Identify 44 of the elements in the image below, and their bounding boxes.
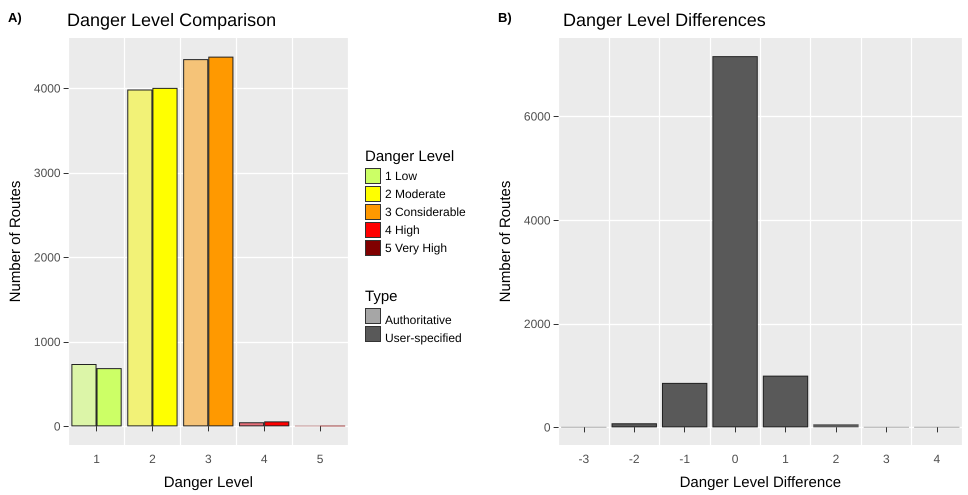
x-tick-label: 3 [883, 452, 890, 466]
x-tick-label: 0 [732, 452, 739, 466]
text: 3 Considerable [385, 205, 466, 219]
bar [662, 382, 708, 428]
x-tick-label: 2 [832, 452, 840, 466]
bar [762, 376, 808, 428]
bar [712, 56, 758, 428]
x-axis-title: Danger Level [164, 474, 253, 491]
x-tick-label: 5 [316, 452, 324, 466]
y-tick-label: 4000 [524, 213, 551, 228]
bar [612, 423, 657, 428]
x-tick-label: 3 [204, 452, 212, 466]
x-tick-label: 4 [933, 452, 940, 466]
y-tick-label: 1000 [34, 334, 61, 349]
y-tick-label: 0 [544, 420, 551, 434]
x-tick-label: 4 [260, 452, 268, 466]
text: A) [8, 10, 22, 25]
legend-title: Type [365, 288, 398, 305]
text: Authoritative [385, 313, 452, 327]
y-tick-label: 2000 [524, 316, 551, 331]
chart-title: Danger Level Differences [563, 10, 766, 30]
x-tick-label: -3 [578, 452, 590, 466]
x-tick-label: -2 [628, 452, 640, 466]
text: 5 Very High [385, 241, 448, 255]
text: 2 Moderate [385, 187, 446, 201]
text: 4 High [385, 223, 420, 237]
y-tick-label: 3000 [34, 166, 61, 180]
text: 1 Low [385, 169, 418, 183]
text: B) [498, 10, 512, 25]
y-tick-label: 0 [54, 419, 61, 434]
x-tick-label: 1 [782, 452, 790, 466]
x-tick-label: 2 [149, 452, 156, 466]
y-axis-title: Number of Routes [497, 180, 514, 302]
text: User-specified [385, 331, 462, 345]
bar [813, 424, 859, 428]
x-axis-title: Danger Level Difference [680, 474, 842, 491]
x-tick-label: -1 [679, 452, 690, 466]
y-tick-label: 4000 [34, 82, 61, 96]
y-tick-label: 2000 [34, 250, 61, 265]
chart-title: Danger Level Comparison [67, 10, 276, 30]
x-tick-label: 1 [93, 452, 100, 466]
text: Danger Level [365, 148, 456, 165]
y-tick-label: 6000 [524, 110, 551, 124]
y-axis-title: Number of Routes [7, 180, 24, 302]
